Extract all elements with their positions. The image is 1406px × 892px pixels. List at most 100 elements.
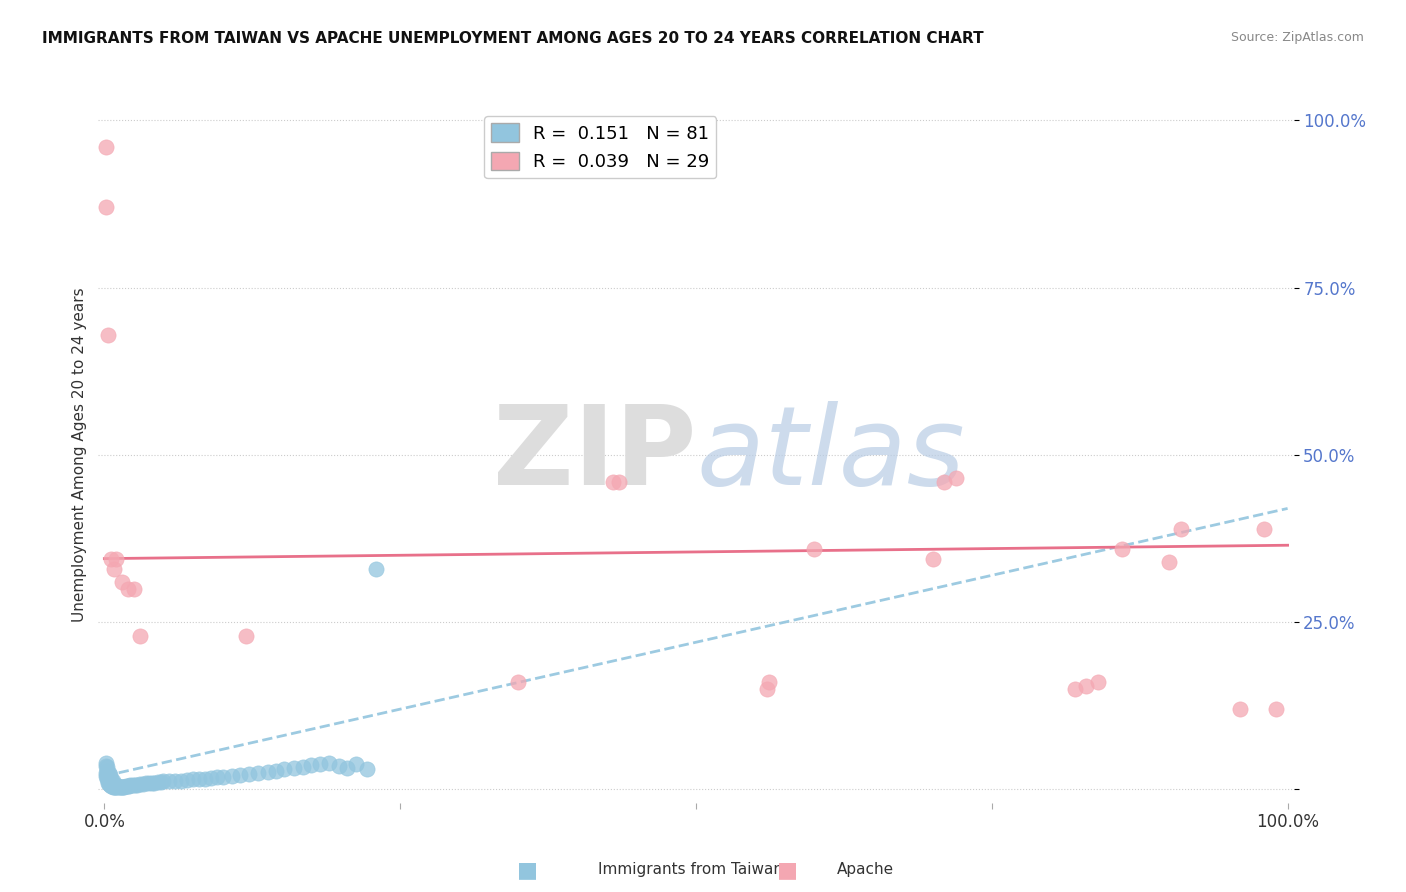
Point: [165, 773, 187, 788]
Point: [1087, 675, 1109, 690]
Point: [98, 776, 121, 790]
Point: [755, 682, 778, 697]
Point: [299, 758, 322, 772]
Point: [336, 761, 359, 775]
Point: [1170, 521, 1192, 535]
Point: [176, 772, 198, 788]
Point: [1076, 679, 1098, 693]
Point: [318, 756, 340, 770]
Point: [100, 772, 122, 787]
Point: [98, 771, 121, 785]
Point: [94, 759, 117, 773]
Point: [111, 575, 134, 590]
Point: [104, 780, 127, 795]
Text: ■: ■: [778, 860, 797, 880]
Y-axis label: Unemployment Among Ages 20 to 24 years: Unemployment Among Ages 20 to 24 years: [72, 287, 87, 623]
Point: [107, 780, 129, 794]
Point: [170, 773, 193, 788]
Point: [344, 756, 367, 771]
Point: [120, 778, 142, 793]
Point: [235, 628, 257, 642]
Point: [292, 760, 315, 774]
Point: [97, 776, 120, 790]
Point: [758, 675, 780, 690]
Point: [229, 767, 252, 781]
Point: [157, 774, 180, 789]
Point: [200, 771, 222, 785]
Point: [110, 780, 132, 794]
Point: [101, 777, 124, 791]
Point: [1063, 682, 1085, 697]
Point: [128, 777, 150, 791]
Point: [112, 780, 135, 794]
Text: ZIP: ZIP: [492, 401, 696, 508]
Point: [238, 767, 260, 781]
Point: [105, 780, 128, 795]
Text: Source: ZipAtlas.com: Source: ZipAtlas.com: [1230, 31, 1364, 45]
Point: [283, 761, 305, 775]
Point: [104, 778, 127, 792]
Point: [117, 582, 139, 596]
Text: IMMIGRANTS FROM TAIWAN VS APACHE UNEMPLOYMENT AMONG AGES 20 TO 24 YEARS CORRELAT: IMMIGRANTS FROM TAIWAN VS APACHE UNEMPLO…: [42, 31, 984, 46]
Point: [117, 779, 139, 793]
Point: [128, 628, 150, 642]
Point: [100, 551, 122, 566]
Point: [98, 768, 121, 782]
Point: [96, 769, 118, 783]
Point: [97, 767, 120, 781]
Point: [146, 775, 169, 789]
Point: [101, 773, 124, 788]
Point: [366, 562, 388, 576]
Point: [98, 766, 121, 780]
Text: ■: ■: [517, 860, 537, 880]
Point: [94, 765, 117, 780]
Point: [188, 772, 211, 787]
Point: [1253, 521, 1275, 535]
Point: [96, 772, 118, 787]
Text: Apache: Apache: [837, 863, 894, 877]
Point: [97, 327, 120, 342]
Point: [105, 551, 128, 566]
Point: [328, 759, 350, 773]
Point: [94, 140, 117, 154]
Point: [256, 765, 278, 780]
Point: [934, 475, 956, 489]
Point: [103, 778, 125, 792]
Point: [98, 777, 121, 791]
Point: [602, 475, 624, 489]
Text: atlas: atlas: [696, 401, 965, 508]
Point: [1111, 541, 1133, 556]
Point: [96, 764, 118, 778]
Point: [98, 774, 121, 789]
Point: [100, 779, 122, 793]
Point: [114, 779, 136, 793]
Point: [127, 778, 149, 792]
Point: [221, 769, 243, 783]
Point: [100, 776, 122, 790]
Point: [97, 772, 120, 787]
Point: [94, 756, 117, 770]
Point: [211, 770, 233, 784]
Point: [114, 780, 136, 794]
Point: [98, 772, 121, 786]
Point: [94, 201, 117, 215]
Point: [108, 780, 131, 795]
Point: [181, 772, 204, 787]
Point: [152, 774, 174, 789]
Point: [103, 562, 125, 576]
Point: [1229, 702, 1251, 716]
Text: Immigrants from Taiwan: Immigrants from Taiwan: [598, 863, 783, 877]
Point: [247, 765, 270, 780]
Point: [122, 582, 145, 596]
Point: [98, 778, 121, 792]
Legend: R =  0.151   N = 81, R =  0.039   N = 29: R = 0.151 N = 81, R = 0.039 N = 29: [484, 116, 717, 178]
Point: [264, 764, 287, 778]
Point: [150, 775, 173, 789]
Point: [1264, 702, 1286, 716]
Point: [508, 675, 530, 690]
Point: [308, 756, 330, 771]
Point: [118, 779, 141, 793]
Point: [138, 776, 160, 790]
Point: [121, 778, 143, 793]
Point: [103, 780, 125, 795]
